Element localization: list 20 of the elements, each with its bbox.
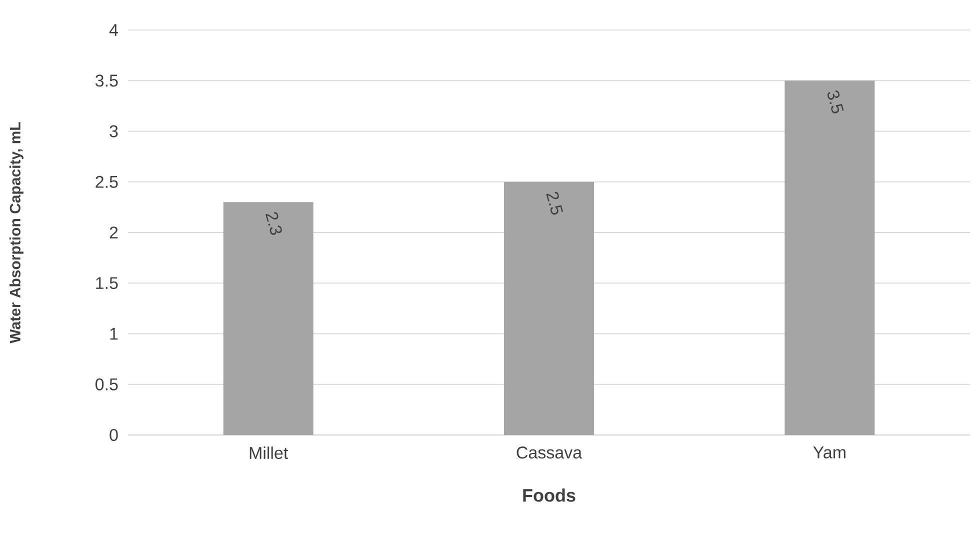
y-tick-label: 3 xyxy=(110,125,118,138)
x-tick-label: Cassava xyxy=(516,446,582,459)
y-tick-label: 1.5 xyxy=(96,277,118,290)
x-axis-title: Foods xyxy=(523,488,576,502)
y-tick-label: 1 xyxy=(110,328,118,340)
y-tick-label: 2.5 xyxy=(96,176,118,188)
y-axis-title: Water Absorption Capacity, mL xyxy=(9,122,24,344)
data-label: 2.5 xyxy=(546,192,564,215)
y-tick-label: 0.5 xyxy=(96,378,118,390)
x-tick-label: Yam xyxy=(813,446,846,458)
y-tick-label: 0 xyxy=(110,428,118,442)
y-tick-label: 4 xyxy=(109,24,118,36)
bar xyxy=(504,182,594,435)
bar xyxy=(784,80,875,435)
y-tick-label: 3.5 xyxy=(95,74,118,87)
x-tick-label: Millet xyxy=(250,446,288,460)
data-label: 3.5 xyxy=(827,90,844,114)
y-tick-label: 2 xyxy=(110,226,118,238)
bar xyxy=(223,202,314,435)
data-label: 2.3 xyxy=(266,212,282,235)
